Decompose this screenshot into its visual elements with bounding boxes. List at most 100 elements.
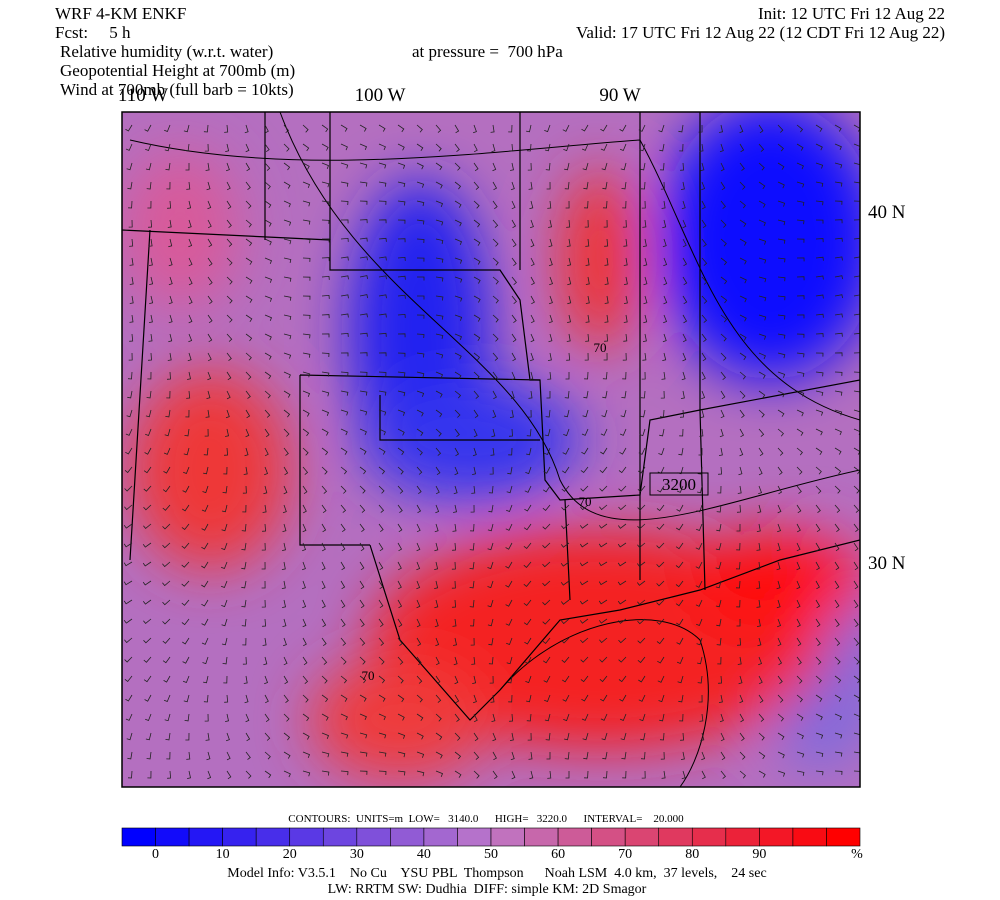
wind-barb: [853, 352, 860, 354]
wind-barb: [506, 504, 513, 513]
wind-barb: [340, 275, 349, 280]
wind-barb: [321, 352, 330, 358]
wind-barb: [584, 352, 589, 361]
wind-barb: [682, 333, 687, 343]
wind-barb: [321, 447, 329, 456]
wind-barb: [164, 143, 171, 152]
wind-barb: [490, 124, 495, 133]
wind-barb: [397, 313, 406, 318]
wind-barb: [416, 219, 425, 225]
wind-barb: [245, 371, 252, 380]
wind-barb: [510, 181, 515, 191]
wind-barb: [226, 333, 233, 342]
wind-barb: [207, 276, 213, 286]
wind-barb: [834, 523, 840, 533]
wind-barb: [416, 409, 424, 417]
wind-barb: [718, 466, 723, 475]
wind-barb: [735, 561, 741, 570]
wind-barb: [738, 675, 743, 685]
wind-barb: [585, 333, 590, 342]
wind-barb: [416, 333, 425, 339]
wind-barb: [656, 523, 665, 530]
wind-barb: [508, 124, 513, 133]
wind-barb: [489, 675, 494, 684]
wind-barb: [581, 447, 589, 455]
wind-barb: [302, 770, 311, 777]
wind-barb: [736, 504, 741, 513]
init-time: Init: 12 UTC Fri 12 Aug 22: [758, 4, 945, 23]
wind-barb: [719, 428, 724, 438]
wind-barb: [618, 637, 627, 644]
wind-barb: [681, 371, 686, 381]
wind-barb: [492, 770, 498, 780]
wind-barb: [834, 428, 842, 436]
wind-barb: [282, 542, 286, 551]
wind-barb: [545, 732, 551, 741]
wind-barb: [226, 257, 233, 266]
wind-barb: [853, 542, 859, 552]
wind-barb: [695, 599, 703, 607]
wind-barb: [124, 504, 133, 511]
wind-barb: [359, 580, 365, 590]
wind-barb: [853, 732, 860, 739]
colorbar-label: 50: [484, 847, 498, 862]
wind-barb: [492, 257, 499, 266]
wind-barb: [142, 542, 152, 548]
wind-barb: [815, 275, 824, 280]
wind-barb: [244, 694, 249, 704]
wind-barb: [207, 333, 213, 343]
wind-barb: [264, 675, 269, 685]
wind-barb: [302, 314, 311, 319]
wind-barb: [435, 694, 442, 703]
wind-barb: [264, 713, 270, 723]
wind-barb: [302, 485, 308, 495]
wind-barb: [563, 713, 570, 722]
wind-barb: [561, 675, 570, 683]
wind-barb: [580, 504, 589, 511]
wind-barb: [796, 428, 804, 436]
wind-barb: [321, 162, 330, 170]
wind-barb: [340, 751, 349, 757]
wind-barb: [492, 276, 499, 285]
wind-barb: [853, 447, 860, 455]
wind-barb: [777, 257, 786, 263]
wind-barb: [583, 390, 589, 399]
wind-barb: [776, 599, 781, 609]
wind-barb: [716, 523, 722, 532]
wind-barb: [359, 485, 366, 494]
wind-barb: [542, 542, 551, 549]
wind-barb: [435, 656, 440, 666]
wind-barb: [162, 523, 171, 530]
wind-barb: [603, 219, 608, 228]
wind-barb: [245, 770, 252, 779]
wind-barb: [302, 143, 310, 152]
wind-barb: [416, 428, 424, 437]
wind-barb: [378, 275, 387, 280]
wind-barb: [224, 447, 229, 456]
wind-barb: [796, 542, 801, 552]
wind-barb: [701, 314, 708, 323]
wind-barb: [656, 618, 665, 625]
wind-barb: [701, 390, 706, 400]
wind-barb: [718, 675, 723, 684]
wind-barb: [585, 295, 590, 304]
wind-barb: [123, 523, 133, 529]
wind-barb: [283, 409, 291, 418]
wind-barb: [378, 732, 387, 739]
map: 3200 70 70 70: [122, 112, 860, 787]
wind-barb: [129, 257, 134, 266]
wind-barb: [242, 656, 247, 665]
wind-barb: [221, 599, 228, 608]
wind-barb: [505, 599, 513, 607]
wind-barb: [340, 523, 346, 533]
wind-barb: [435, 713, 442, 722]
wind-barb: [777, 466, 783, 476]
wind-barb: [853, 637, 860, 646]
wind-barb: [777, 295, 786, 301]
wind-barb: [264, 409, 271, 418]
wind-barb: [834, 313, 843, 318]
wind-barb: [454, 352, 462, 360]
wind-barb: [489, 466, 494, 475]
wind-barb: [185, 409, 190, 418]
wind-barb: [487, 523, 494, 532]
